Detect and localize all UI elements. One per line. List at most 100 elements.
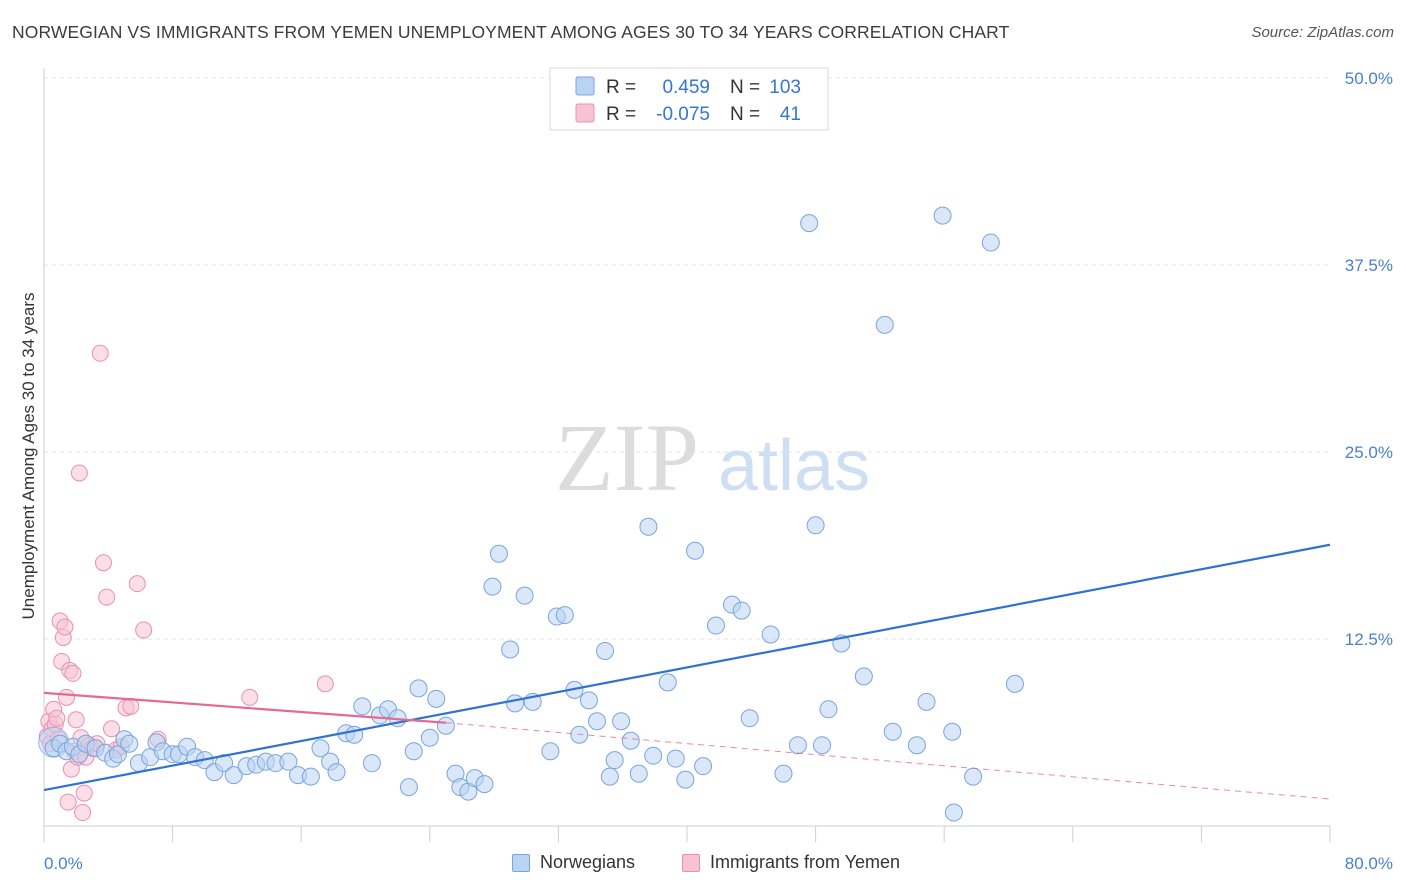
norwegian-point <box>108 745 127 764</box>
norwegian-point <box>813 736 832 755</box>
norwegian-point <box>483 577 502 596</box>
yemen-point <box>67 711 85 729</box>
norwegian-point <box>694 757 713 776</box>
yemen-point <box>64 664 82 682</box>
yemen-point <box>48 709 66 727</box>
yemen-point <box>128 575 146 593</box>
norwegian-point <box>596 641 615 660</box>
norwegian-point <box>964 767 983 786</box>
norwegian-point <box>362 754 381 773</box>
norwegian-point <box>353 697 372 716</box>
norwegian-point <box>409 679 428 698</box>
yemen-point <box>94 554 112 572</box>
norwegian-point <box>788 736 807 755</box>
watermark-atlas: atlas <box>718 426 870 506</box>
norwegian-point <box>301 767 320 786</box>
x-tick-label: 80.0% <box>1345 854 1393 873</box>
y-tick-label: 37.5% <box>1345 256 1393 275</box>
legend-r-label-1: R = <box>606 77 636 98</box>
norwegian-point <box>404 742 423 761</box>
yemen-point <box>98 588 116 606</box>
norwegian-point <box>579 691 598 710</box>
norwegian-point <box>612 712 631 731</box>
trend-layer <box>43 543 1331 800</box>
norwegian-point <box>819 700 838 719</box>
norwegian-point <box>587 712 606 731</box>
norwegian-point <box>279 752 298 771</box>
norwegian-point <box>800 214 819 233</box>
norwegian-point <box>981 233 1000 252</box>
legend-r-value-2: -0.075 <box>656 104 710 125</box>
yemen-trend-extension <box>445 722 1331 800</box>
yemen-point <box>316 675 334 693</box>
norwegian-point <box>639 517 658 536</box>
norwegian-point <box>1005 674 1024 693</box>
norwegian-point <box>501 640 520 659</box>
norwegian-point <box>944 803 963 822</box>
legend-n-label-2: N = <box>730 104 760 125</box>
source-label: Source: ZipAtlas.com <box>1251 24 1394 41</box>
norwegian-point <box>676 770 695 789</box>
yemen-point <box>91 344 109 362</box>
chart-title: NORWEGIAN VS IMMIGRANTS FROM YEMEN UNEMP… <box>12 22 1010 42</box>
legend-r-label-2: R = <box>606 104 636 125</box>
norwegian-point <box>774 764 793 783</box>
norwegian-point <box>420 728 439 747</box>
top-legend: R = 0.459 N = 103 R = -0.075 N = 41 <box>549 67 829 131</box>
watermark: ZIP atlas <box>555 404 870 511</box>
yemen-point <box>241 688 259 706</box>
norwegian-point <box>740 709 759 728</box>
norwegian-point <box>917 692 936 711</box>
yemen-point <box>56 618 74 636</box>
norwegian-point <box>399 778 418 797</box>
x-tick-label: 0.0% <box>44 854 83 873</box>
norwegian-point <box>489 544 508 563</box>
norwegian-point <box>475 775 494 794</box>
legend-swatch-norwegians <box>512 853 530 872</box>
yemen-point <box>70 464 88 482</box>
legend-swatch-yemen <box>682 853 700 872</box>
norwegian-point <box>327 763 346 782</box>
legend-label-yemen: Immigrants from Yemen <box>710 852 901 872</box>
norwegian-point <box>629 764 648 783</box>
norwegian-point <box>732 601 751 620</box>
y-tick-label: 25.0% <box>1345 443 1393 462</box>
norwegian-point <box>761 625 780 644</box>
norwegian-point <box>883 722 902 741</box>
legend-item-yemen: Immigrants from Yemen <box>682 852 900 873</box>
watermark-zip: ZIP <box>555 404 699 511</box>
legend-item-norwegians: Norwegians <box>512 852 635 873</box>
norwegian-point <box>436 716 455 735</box>
norwegian-point <box>311 739 330 758</box>
norwegian-point <box>875 315 894 334</box>
legend-r-value-1: 0.459 <box>662 77 710 98</box>
yemen-point <box>74 804 92 822</box>
legend-n-value-2: 41 <box>780 104 801 125</box>
norwegian-point <box>854 667 873 686</box>
yemen-point <box>103 720 121 738</box>
norwegian-point <box>541 742 560 761</box>
norwegian-point <box>555 606 574 625</box>
yemen-point <box>75 784 93 802</box>
norwegian-point <box>806 516 825 535</box>
legend-swatch-yemen <box>575 103 595 123</box>
axis-layer: 12.5% 25.0% 37.5% 50.0% 0.0% 80.0% <box>43 68 1393 873</box>
legend-label-norwegians: Norwegians <box>540 852 636 872</box>
norwegian-point <box>706 616 725 635</box>
norwegian-point <box>658 673 677 692</box>
norwegian-point <box>644 746 663 765</box>
legend-swatch-norwegians <box>575 76 595 96</box>
norwegian-points-layer <box>38 206 1024 822</box>
norwegian-point <box>427 689 446 708</box>
yemen-trend-line <box>43 691 446 724</box>
y-tick-label: 50.0% <box>1345 69 1393 88</box>
norwegian-trend-line <box>43 543 1331 792</box>
grid-layer <box>44 77 1330 640</box>
norwegian-point <box>907 736 926 755</box>
y-tick-label: 12.5% <box>1345 630 1393 649</box>
norwegian-point <box>686 541 705 560</box>
yemen-point <box>59 793 77 811</box>
legend-n-value-1: 103 <box>769 77 801 98</box>
norwegian-point <box>120 734 139 753</box>
